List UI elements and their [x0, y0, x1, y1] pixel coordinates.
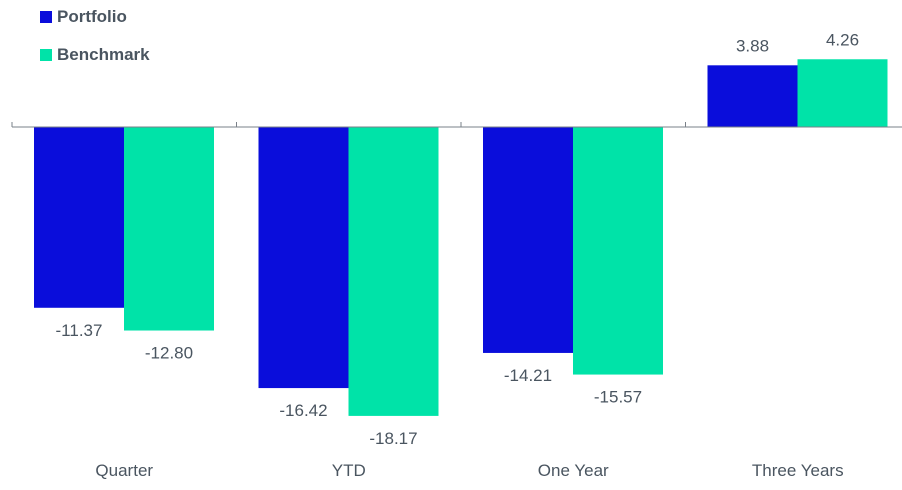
data-label-benchmark-one-year: -15.57: [594, 388, 642, 407]
bar-portfolio-three-years: [707, 65, 798, 127]
legend-swatch-benchmark: [40, 49, 52, 61]
bar-portfolio-quarter: [34, 127, 124, 308]
x-tick-label-one-year: One Year: [538, 461, 609, 480]
tick-labels-layer: Quarter YTD One Year Three Years: [95, 461, 843, 480]
x-tick-label-ytd: YTD: [332, 461, 366, 480]
data-label-portfolio-ytd: -16.42: [279, 401, 327, 420]
legend-label-benchmark: Benchmark: [57, 45, 150, 64]
data-label-benchmark-quarter: -12.80: [145, 344, 193, 363]
data-label-benchmark-three-years: 4.26: [826, 30, 859, 49]
data-label-benchmark-ytd: -18.17: [369, 429, 417, 448]
bar-benchmark-quarter: [124, 127, 214, 331]
bar-portfolio-ytd: [258, 127, 349, 389]
data-labels-layer: -11.37 -12.80 -16.42 -18.17 -14.21 -15.57 3.88…: [56, 30, 860, 448]
bar-benchmark-one-year: [573, 127, 663, 375]
bar-benchmark-three-years: [797, 59, 888, 127]
axis-layer: [11, 122, 902, 128]
legend-swatch-portfolio: [40, 11, 52, 23]
data-label-portfolio-quarter: -11.37: [56, 321, 103, 340]
x-tick-label-quarter: Quarter: [95, 461, 153, 480]
legend: Portfolio Benchmark: [40, 6, 150, 82]
bars-layer: [34, 59, 888, 416]
legend-label-portfolio: Portfolio: [57, 7, 127, 26]
data-label-portfolio-one-year: -14.21: [504, 366, 552, 385]
data-label-portfolio-three-years: 3.88: [736, 36, 769, 55]
bar-benchmark-ytd: [348, 127, 439, 416]
x-tick-label-three-years: Three Years: [752, 461, 844, 480]
legend-item-portfolio: Portfolio: [40, 6, 150, 28]
bar-portfolio-one-year: [483, 127, 573, 353]
legend-item-benchmark: Benchmark: [40, 44, 150, 66]
